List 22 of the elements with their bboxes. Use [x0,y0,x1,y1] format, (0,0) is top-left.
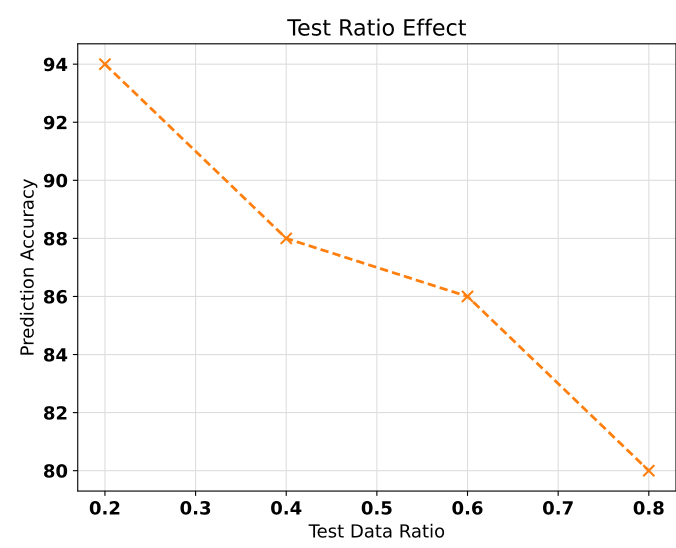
point [460,290,474,304]
y-tick-label: 86 [44,290,68,304]
point [280,232,293,245]
x-tick-label: 0.4 [271,501,302,515]
y-tick-label: 94 [44,58,68,72]
y-tick-label: 90 [44,174,68,188]
y-tick-label: 92 [44,116,66,130]
y-axis-title: Prediction Accuracy [20,179,38,355]
x-tick-label: 0.2 [90,501,120,515]
chart-title: Test Ratio Effect [287,18,466,36]
x-axis-title: Test Data Ratio [308,524,444,538]
y-tick-label: 82 [44,406,66,420]
y-tick-label: 80 [44,464,68,478]
y-tick-label: 88 [44,232,67,246]
x-tick-label: 0.7 [543,501,573,515]
point [98,58,112,71]
x-tick-label: 0.6 [452,501,483,515]
point [642,464,656,478]
y-tick-label: 84 [44,348,68,362]
x-tick-label: 0.8 [634,501,664,515]
x-tick-label: 0.3 [180,501,210,515]
x-tick-label: 0.5 [362,501,392,515]
